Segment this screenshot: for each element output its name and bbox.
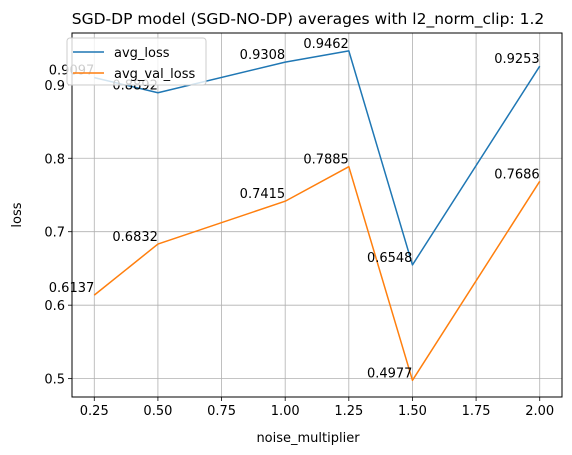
y-tick-label: 0.7 (44, 226, 65, 241)
data-label: 0.4977 (367, 366, 413, 381)
legend-entry-avg_val_loss: avg_val_loss (114, 67, 196, 82)
y-tick-label: 0.8 (44, 152, 65, 167)
data-label: 0.7686 (494, 167, 540, 182)
y-tick-label: 0.9 (44, 79, 65, 94)
data-label: 0.9253 (494, 52, 540, 67)
series-line-avg_loss (94, 50, 541, 266)
y-axis: 0.5 0.6 0.7 0.8 0.9 (44, 79, 72, 388)
legend: avg_loss avg_val_loss (66, 37, 207, 86)
chart-title: SGD-DP model (SGD-NO-DP) averages with l… (72, 10, 545, 29)
x-tick-label: 1.75 (462, 404, 491, 419)
data-label: 0.7415 (240, 187, 286, 202)
grid-lines (72, 33, 562, 397)
x-tick-label: 1.00 (271, 404, 300, 419)
x-tick-label: 2.00 (525, 404, 554, 419)
x-tick-label: 0.75 (207, 404, 236, 419)
plot-frame (71, 32, 563, 398)
data-label: 0.9308 (240, 48, 286, 63)
x-tick-label: 0.25 (80, 404, 109, 419)
x-tick-label: 0.50 (143, 404, 172, 419)
data-label: 0.6832 (112, 230, 158, 245)
x-tick-label: 1.25 (334, 404, 363, 419)
y-axis-label: loss (10, 202, 25, 227)
y-tick-label: 0.6 (44, 299, 65, 314)
data-label: 0.9462 (303, 37, 349, 52)
x-axis-label: noise_multiplier (256, 431, 360, 446)
data-label: 0.6548 (367, 251, 413, 266)
y-tick-label: 0.5 (44, 373, 65, 388)
data-labels-layer: 0.90970.88920.93080.94620.65480.92530.61… (49, 37, 540, 381)
series-line-avg_val_loss (93, 165, 541, 382)
x-axis: 0.25 0.50 0.75 1.00 1.25 1.50 1.75 2.00 (80, 397, 554, 419)
data-label: 0.7885 (303, 153, 349, 168)
x-tick-label: 1.50 (398, 404, 427, 419)
series-layer (93, 50, 541, 382)
legend-entry-avg_loss: avg_loss (114, 46, 170, 61)
